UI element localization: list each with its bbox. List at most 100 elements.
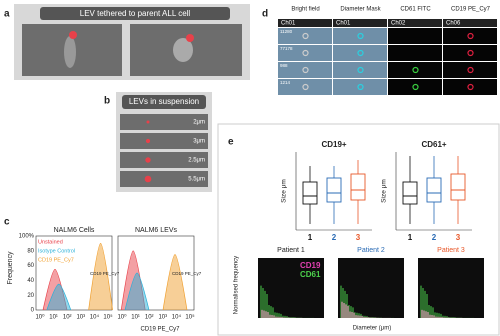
- event-spot: [357, 66, 364, 74]
- legend-entry: CD19: [300, 261, 321, 270]
- micrograph: [120, 133, 208, 149]
- x-tick-label: 3: [456, 233, 461, 242]
- event-id: 11280: [280, 29, 293, 34]
- event-spot: [302, 66, 309, 74]
- axis-label: Normalised frequency: [234, 256, 240, 314]
- image-tile: [443, 28, 497, 44]
- x-tick-label: 1: [408, 233, 413, 242]
- event-spot: [357, 83, 364, 91]
- size-label: 2.5μm: [188, 158, 205, 164]
- box: [302, 181, 318, 205]
- image-tile: [388, 62, 442, 78]
- event-spot: [357, 32, 364, 40]
- x-tick-label: 10³: [158, 315, 167, 321]
- x-tick-label: 10⁰: [35, 314, 45, 321]
- box-title: CD19+: [321, 140, 346, 149]
- image-tile: [278, 45, 332, 61]
- panel-title: LEV tethered to parent ALL cell: [80, 9, 191, 18]
- event-spot: [302, 83, 309, 91]
- histogram-bg: [418, 258, 484, 318]
- micrograph: [120, 171, 208, 187]
- x-tick-label: 10⁴: [90, 314, 100, 321]
- channel: Ch02: [391, 21, 406, 27]
- histogram-curve: [46, 283, 72, 311]
- plot-area: [35, 235, 113, 311]
- channel: Ch06: [446, 21, 461, 27]
- histogram-cd61: [420, 285, 480, 318]
- plot-title: NALM6 Cells: [54, 227, 95, 234]
- box: [402, 181, 418, 205]
- x-tick-label: 10²: [63, 315, 72, 321]
- event-spot: [467, 32, 474, 40]
- x-tick-label: 10⁵: [185, 314, 195, 321]
- event-spot: [302, 49, 309, 57]
- panel-title: LEVs in suspension: [129, 97, 199, 106]
- event-spot: [467, 66, 474, 74]
- panel-label: c: [4, 217, 10, 228]
- legend-entry: CD61: [300, 270, 321, 279]
- plot-area: [117, 235, 195, 311]
- y-tick-label: 0: [31, 308, 35, 314]
- axis-label: Diameter (μm): [353, 326, 391, 332]
- gate-label: CD19 PE_Cy7: [90, 271, 120, 276]
- cell: [64, 36, 76, 68]
- event-spot: [412, 66, 419, 74]
- channel: Ch01: [281, 21, 296, 27]
- event-id: 77178: [280, 46, 293, 51]
- x-tick-label: 2: [332, 233, 337, 242]
- box: [450, 173, 466, 201]
- axis-label: Size μm: [281, 179, 288, 203]
- image-tile: [333, 28, 387, 44]
- histogram-cd61: [340, 285, 400, 318]
- column-name: Bright field: [291, 7, 319, 13]
- channel-bar: [333, 19, 387, 27]
- x-tick-label: 10⁴: [172, 314, 182, 321]
- patient-title: Patient 3: [437, 247, 465, 254]
- x-tick-label: 10²: [145, 315, 154, 321]
- axis-label: Frequency: [7, 251, 14, 285]
- image-tile: [388, 79, 442, 95]
- x-tick-label: 1: [308, 233, 313, 242]
- y-tick-label: 100%: [19, 234, 35, 240]
- y-tick-label: 40: [27, 278, 34, 284]
- plot-title: NALM6 LEVs: [135, 227, 178, 234]
- event-spot: [467, 49, 474, 57]
- lev: [186, 34, 194, 42]
- event-id: 988: [280, 63, 288, 68]
- event-spot: [467, 83, 474, 91]
- event-spot: [357, 49, 364, 57]
- image-tile: [278, 79, 332, 95]
- x-tick-label: 10⁰: [117, 314, 127, 321]
- histogram-cd19: [341, 301, 401, 318]
- size-label: 2μm: [193, 120, 205, 126]
- patient-title: Patient 1: [277, 247, 305, 254]
- image-tile: [333, 79, 387, 95]
- event-spot: [412, 83, 419, 91]
- size-label: 5.5μm: [188, 177, 205, 183]
- x-tick-label: 3: [356, 233, 361, 242]
- cell: [173, 38, 193, 62]
- channel-bar: [388, 19, 442, 27]
- legend-entry: Unstained: [38, 239, 63, 245]
- lev: [145, 157, 151, 163]
- box-title: CD61+: [421, 140, 446, 149]
- size-label: 3μm: [193, 139, 205, 145]
- event-id: 1214: [280, 80, 291, 85]
- image-tile: [443, 79, 497, 95]
- x-tick-label: 10⁵: [103, 314, 113, 321]
- x-tick-label: 2: [432, 233, 437, 242]
- legend-entry: CD19 PE_Cy7: [38, 257, 74, 263]
- y-tick-label: 20: [27, 293, 34, 299]
- event-spot: [302, 32, 309, 40]
- axis-label: CD19 PE_Cy7: [140, 327, 180, 333]
- box: [326, 177, 342, 203]
- histogram-cd61: [260, 285, 320, 318]
- image-tile: [443, 45, 497, 61]
- column-name: CD19 PE_Cy7: [451, 7, 491, 13]
- gate-label: CD19 PE_Cy7: [172, 271, 202, 276]
- panel-label: e: [228, 137, 234, 148]
- image-tile: [278, 28, 332, 44]
- image-tile: [333, 62, 387, 78]
- channel: Ch01: [336, 21, 351, 27]
- channel-bar: [278, 19, 332, 27]
